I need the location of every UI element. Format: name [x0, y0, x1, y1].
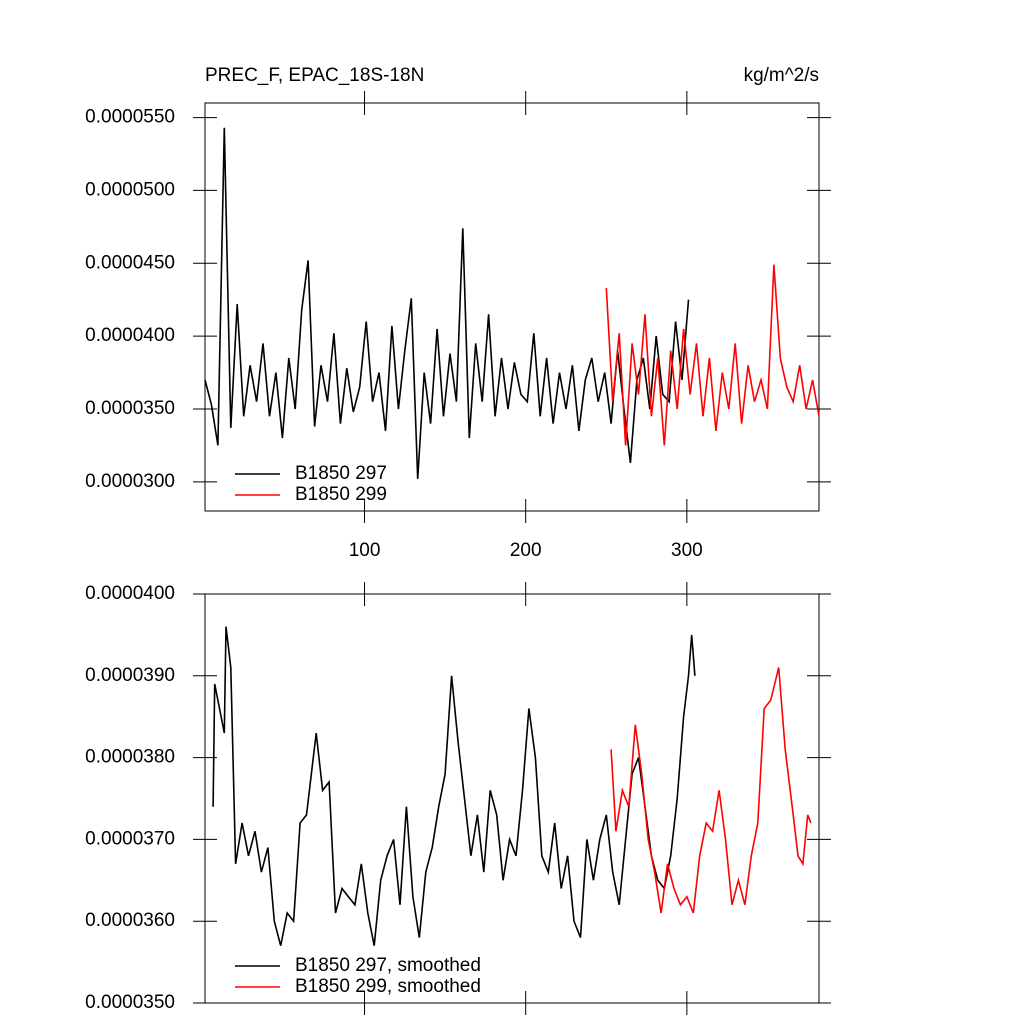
series-line	[605, 264, 820, 446]
y-tick-label: 0.0000400	[85, 325, 175, 346]
y-tick-label: 0.0000360	[85, 910, 175, 931]
y-tick-label: 0.0000500	[85, 179, 175, 200]
x-tick-label: 300	[671, 540, 703, 561]
plot-frame	[204, 102, 820, 512]
series-line	[610, 667, 812, 914]
x-tick-label: 200	[510, 540, 542, 561]
x-tick-label: 100	[349, 540, 381, 561]
legend-label: B1850 297	[295, 463, 387, 484]
units-label: kg/m^2/s	[744, 65, 819, 86]
series-line	[212, 626, 696, 946]
legend-label: B1850 297, smoothed	[295, 955, 481, 976]
chart-title: PREC_F, EPAC_18S-18N	[205, 65, 424, 86]
y-tick-label: 0.0000380	[85, 747, 175, 768]
y-tick-label: 0.0000390	[85, 665, 175, 686]
y-tick-label: 0.0000400	[85, 583, 175, 604]
legend-label: B1850 299, smoothed	[295, 976, 481, 997]
plot-frame	[204, 593, 820, 1004]
y-tick-label: 0.0000370	[85, 828, 175, 849]
y-tick-label: 0.0000350	[85, 398, 175, 419]
y-tick-label: 0.0000450	[85, 252, 175, 273]
legend-label: B1850 299	[295, 484, 387, 505]
y-tick-label: 0.0000300	[85, 471, 175, 492]
series-line	[204, 127, 690, 479]
y-tick-label: 0.0000350	[85, 992, 175, 1013]
y-tick-label: 0.0000550	[85, 107, 175, 128]
